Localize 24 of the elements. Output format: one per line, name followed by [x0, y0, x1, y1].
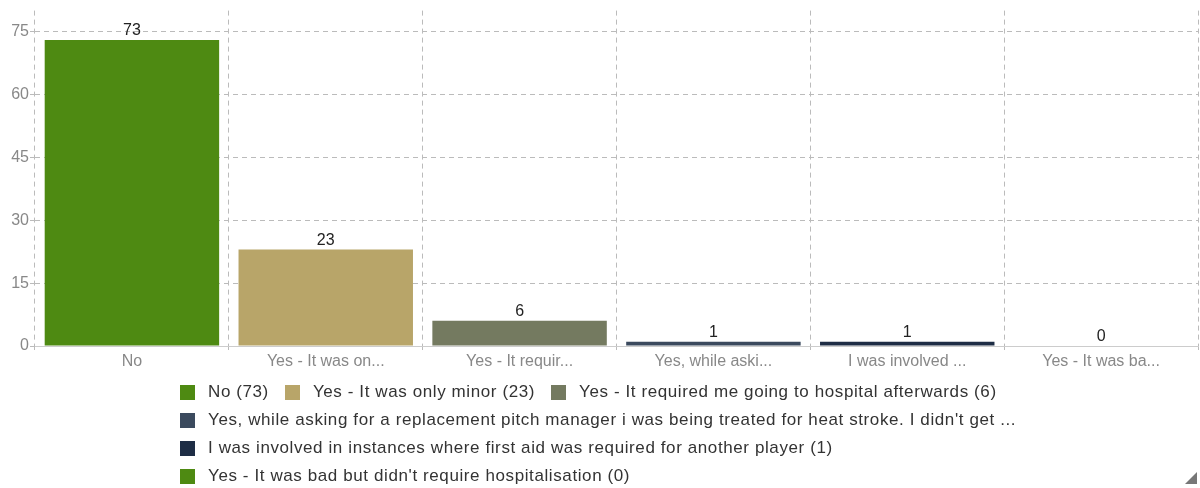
x-tick-label: Yes, while aski...: [654, 352, 773, 370]
y-tick-label: 0: [20, 336, 30, 354]
y-tick-label: 15: [11, 273, 30, 291]
x-tick-label: Yes - It was ba...: [1042, 352, 1160, 370]
x-tick-label: Yes - It was on...: [266, 352, 385, 370]
y-tick-label: 45: [11, 147, 30, 165]
y-tick-label: 75: [11, 21, 30, 39]
y-tick-label: 60: [11, 84, 30, 102]
data-label: 1: [708, 323, 718, 341]
legend-label: Yes - It was only minor (23): [312, 382, 536, 401]
data-label: 6: [515, 302, 525, 320]
legend-label: No (73): [208, 382, 269, 401]
legend-label: Yes - It required me going to hospital afterwards (6): [579, 382, 997, 401]
legend-label: Yes, while asking for a replacement pitch manager i was being treated for heat stroke. I didn't get ...: [208, 410, 1017, 429]
legend-label: I was involved in instances where first aid was required for another player (1): [208, 438, 833, 457]
legend-label: Yes - It was bad but didn't require hospitalisation (0): [208, 466, 631, 485]
y-tick-label: 30: [11, 210, 30, 228]
data-label: 23: [316, 230, 335, 248]
data-label: 0: [1096, 327, 1106, 345]
x-tick-label: Yes - It requir...: [466, 352, 574, 370]
data-label: 1: [902, 323, 912, 341]
x-tick-label: I was involved ...: [848, 352, 967, 370]
x-tick-label: No: [121, 352, 143, 370]
data-label: 73: [123, 21, 141, 39]
